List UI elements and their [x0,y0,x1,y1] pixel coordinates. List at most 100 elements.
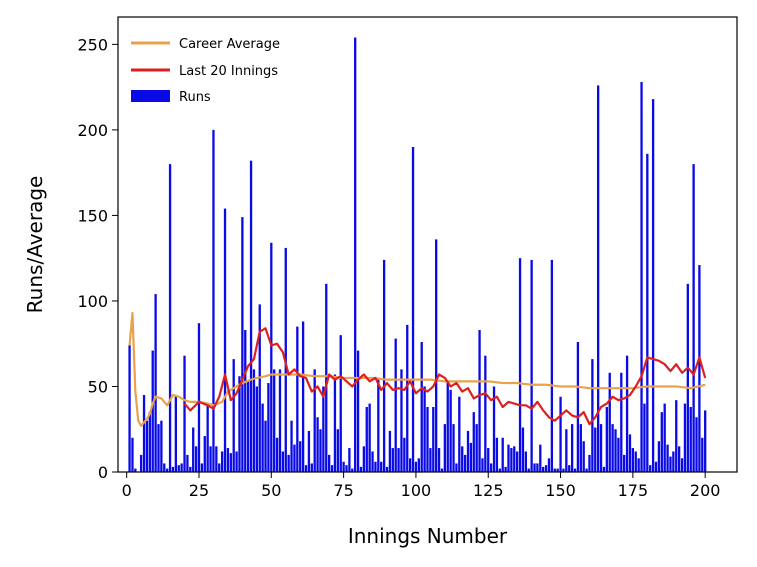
runs-bar [666,444,669,472]
runs-bar [192,427,195,472]
runs-bar [536,463,539,472]
runs-bar [527,468,530,472]
runs-bar [371,451,374,472]
runs-bar [539,444,542,472]
runs-bar [258,304,261,472]
runs-bar [614,429,617,472]
runs-bar [166,468,169,472]
runs-bar [640,82,643,472]
runs-bar [643,403,646,472]
runs-bar [218,463,221,472]
runs-bar [319,429,322,472]
runs-bar [177,465,180,472]
runs-bar [142,395,146,472]
runs-bar [530,259,533,472]
runs-bar [322,386,325,472]
x-tick-label: 150 [545,481,576,500]
runs-bar [403,437,406,472]
runs-bar [634,451,637,472]
x-tick-label: 25 [189,481,209,500]
runs-bar [466,430,470,472]
runs-bar [518,258,522,472]
runs-bar [423,386,426,472]
runs-bar [484,355,487,472]
y-tick-label: 200 [77,121,108,140]
runs-bar [359,466,363,472]
runs-bar [328,454,331,472]
runs-bar [336,429,339,472]
runs-bar [426,407,429,472]
runs-bar [475,424,478,472]
runs-bar [625,355,629,472]
runs-bar [579,424,582,472]
runs-bar [406,324,409,472]
x-tick-label: 200 [690,481,721,500]
runs-bar [368,403,371,472]
runs-bar [461,446,464,472]
runs-bar [385,466,389,472]
runs-bar [435,239,438,472]
runs-bar [174,395,177,472]
runs-bar [313,369,316,472]
runs-bar [131,437,134,472]
runs-bar [455,463,458,472]
runs-bar [620,372,623,472]
runs-bar [585,468,588,472]
runs-bar [637,458,640,472]
career-average-line [128,311,706,427]
runs-bar [168,164,172,473]
last-20-innings-line [183,327,707,426]
x-tick-label: 100 [401,481,432,500]
runs-bar [669,456,672,472]
runs-bar [304,465,308,472]
runs-bar [651,99,655,473]
runs-bar [449,389,452,472]
runs-bar [507,444,510,472]
runs-bar [562,468,565,472]
x-tick-label: 175 [618,481,649,500]
runs-bar [278,369,282,472]
runs-bar [411,147,415,472]
runs-bar [663,403,666,472]
runs-bar [469,442,473,472]
runs-bar [704,410,707,472]
runs-bar [273,369,276,472]
runs-bar [160,420,163,472]
runs-bar [325,283,328,472]
runs-bar [380,461,383,472]
runs-bar [377,379,380,472]
runs-bar [611,424,614,472]
runs-bar [163,463,166,472]
runs-bar [623,454,626,472]
runs-bar [654,461,658,472]
runs-bar [388,430,392,472]
runs-bar [420,342,423,472]
runs-bar [602,466,606,472]
runs-bar [394,338,397,472]
y-tick-label: 150 [77,206,108,225]
runs-bar [382,259,386,472]
runs-bar [134,468,137,472]
runs-bar [628,434,632,472]
runs-bar [599,424,603,472]
runs-bar [556,468,559,472]
runs-bar [576,342,580,472]
runs-bar [573,468,577,472]
y-axis-label: Runs/Average [23,176,47,314]
runs-bar [180,463,183,472]
runs-bar [608,372,611,472]
runs-bar [261,403,264,472]
runs-bar [316,417,319,472]
x-tick-label: 75 [333,481,353,500]
runs-bar [275,437,279,472]
x-tick-label: 125 [473,481,504,500]
runs-bar [157,424,160,472]
runs-bar [414,461,418,472]
runs-bar [542,466,545,472]
runs-bar [238,376,241,472]
runs-bar [481,458,484,472]
legend-label-last-20-innings: Last 20 Innings [179,64,278,79]
runs-bar [206,403,209,472]
runs-bar [391,448,394,472]
runs-bar [128,345,131,472]
